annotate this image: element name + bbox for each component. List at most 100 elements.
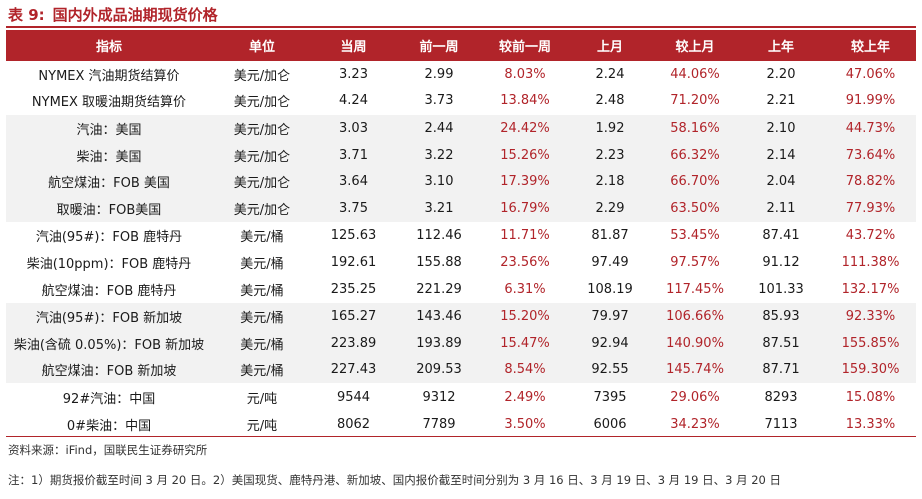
value-cell: 106.66%: [653, 302, 737, 330]
value-cell: 125.63: [312, 221, 395, 250]
col-header-previous-week: 前一周: [395, 30, 483, 61]
table-row: 柴油：美国 美元/加仑 3.71 3.22 15.26% 2.23 66.32% 2.14 73…: [6, 141, 916, 169]
table-row: 汽油(95#)：FOB 新加坡 美元/桶 165.27 143.46 15.20% 79.…: [6, 302, 916, 330]
col-header-last-year: 上年: [737, 30, 825, 61]
value-cell: 97.57%: [670, 254, 720, 270]
value-cell: 91.99%: [845, 93, 896, 109]
indicator-cell: 航空煤油：FOB 新加坡: [6, 356, 212, 384]
value-cell: 3.75: [312, 194, 395, 223]
source-note: 资料来源：iFind，国联民生证券研究所: [8, 443, 208, 457]
value-cell: 13.33%: [845, 416, 896, 432]
table-row: 0#柴油：中国 元/吨 8062 7789 3.50% 6006 34.23% 7113 13.…: [6, 411, 916, 438]
indicator-cell: NYMEX 取暖油期货结算价: [31, 95, 187, 111]
value-cell: 92.33%: [825, 302, 916, 330]
value-cell: 9312: [395, 383, 483, 411]
value-cell: 3.10: [395, 168, 483, 195]
value-cell: 2.29: [567, 194, 653, 223]
value-cell: 2.99: [424, 66, 454, 82]
value-cell: 91.12: [762, 254, 800, 270]
value-cell: 66.70%: [653, 168, 737, 195]
value-cell: 63.50%: [653, 194, 737, 223]
value-cell: 87.51: [737, 329, 825, 357]
value-cell: 8.03%: [504, 66, 546, 82]
value-cell: 87.71: [737, 356, 825, 384]
value-cell: 92.94: [567, 329, 653, 357]
col-header-current-week: 当周: [312, 30, 395, 61]
value-cell: 1.92: [567, 114, 653, 142]
unit-cell: 美元/桶: [212, 356, 312, 384]
value-cell: 15.26%: [483, 141, 567, 169]
value-cell: 6006: [593, 416, 627, 432]
unit-cell: 美元/加仑: [212, 141, 312, 169]
value-cell: 7395: [567, 383, 653, 411]
value-cell: 15.47%: [483, 329, 567, 357]
indicator-cell: 汽油(95#)：FOB 新加坡: [6, 302, 212, 330]
value-cell: 43.72%: [825, 221, 916, 250]
value-cell: 85.93: [737, 302, 825, 330]
value-cell: 71.20%: [670, 93, 720, 109]
value-cell: 87.41: [737, 221, 825, 250]
value-cell: 3.73: [424, 93, 454, 109]
value-cell: 8293: [737, 383, 825, 411]
top-rule: [6, 26, 916, 28]
table-row: 取暖油：FOB美国 美元/加仑 3.75 3.21 16.79% 2.29 63.50% 2.…: [6, 194, 916, 223]
table-row: 航空煤油：FOB 鹿特丹 美元/桶 235.25 221.29 6.31% 108.19 1…: [6, 276, 916, 303]
value-cell: 34.23%: [670, 416, 720, 432]
col-header-last-month: 上月: [567, 30, 653, 61]
value-cell: 73.64%: [825, 141, 916, 169]
value-cell: 79.97: [567, 302, 653, 330]
value-cell: 145.74%: [653, 356, 737, 384]
value-cell: 3.50%: [504, 416, 546, 432]
price-table: 指标 单位 当周 前一周 较前一周 上月 较上月 上年 较上年 NYMEX 汽油…: [6, 30, 916, 437]
value-cell: 78.82%: [825, 168, 916, 195]
indicator-cell: 取暖油：FOB美国: [6, 194, 212, 223]
value-cell: 15.08%: [825, 383, 916, 411]
indicator-cell: 柴油(含硫 0.05%)：FOB 新加坡: [6, 329, 212, 357]
value-cell: 7789: [422, 416, 456, 432]
value-cell: 112.46: [395, 221, 483, 250]
value-cell: 11.71%: [483, 221, 567, 250]
value-cell: 235.25: [330, 281, 377, 297]
unit-cell: 美元/加仑: [233, 68, 291, 84]
value-cell: 44.06%: [670, 66, 720, 82]
unit-cell: 元/吨: [246, 418, 278, 434]
table-row: NYMEX 汽油期货结算价 美元/加仑 3.23 2.99 8.03% 2.24 44.06…: [6, 61, 916, 88]
value-cell: 221.29: [416, 281, 462, 297]
col-header-vs-previous-week: 较前一周: [483, 30, 567, 61]
value-cell: 2.44: [395, 114, 483, 142]
value-cell: 223.89: [312, 329, 395, 357]
unit-cell: 美元/加仑: [212, 194, 312, 223]
value-cell: 66.32%: [653, 141, 737, 169]
value-cell: 2.24: [595, 66, 625, 82]
unit-cell: 美元/加仑: [212, 114, 312, 142]
value-cell: 101.33: [758, 281, 804, 297]
value-cell: 2.21: [766, 93, 796, 109]
unit-cell: 美元/桶: [212, 302, 312, 330]
value-cell: 97.49: [591, 254, 629, 270]
value-cell: 2.20: [766, 66, 796, 82]
unit-cell: 美元/加仑: [233, 95, 291, 111]
value-cell: 3.03: [312, 114, 395, 142]
value-cell: 2.14: [737, 141, 825, 169]
value-cell: 81.87: [567, 221, 653, 250]
value-cell: 155.88: [416, 254, 462, 270]
value-cell: 117.45%: [666, 281, 724, 297]
unit-cell: 美元/桶: [212, 221, 312, 250]
value-cell: 132.17%: [841, 281, 900, 297]
value-cell: 13.84%: [500, 93, 550, 109]
unit-cell: 美元/桶: [240, 283, 284, 299]
indicator-cell: 航空煤油：FOB 鹿特丹: [41, 283, 177, 299]
table-row: NYMEX 取暖油期货结算价 美元/加仑 4.24 3.73 13.84% 2.48 71.…: [6, 88, 916, 115]
value-cell: 2.18: [567, 168, 653, 195]
value-cell: 193.89: [395, 329, 483, 357]
value-cell: 44.73%: [825, 114, 916, 142]
value-cell: 3.23: [339, 66, 368, 82]
col-header-unit: 单位: [212, 30, 312, 61]
indicator-cell: 汽油(95#)：FOB 鹿特丹: [6, 221, 212, 250]
value-cell: 17.39%: [483, 168, 567, 195]
footnote: 注：1）期货报价截至时间 3 月 20 日。2）美国现货、鹿特丹港、新加坡、国内…: [8, 473, 782, 487]
unit-cell: 美元/加仑: [212, 168, 312, 195]
value-cell: 209.53: [395, 356, 483, 384]
value-cell: 8.54%: [483, 356, 567, 384]
value-cell: 165.27: [312, 302, 395, 330]
